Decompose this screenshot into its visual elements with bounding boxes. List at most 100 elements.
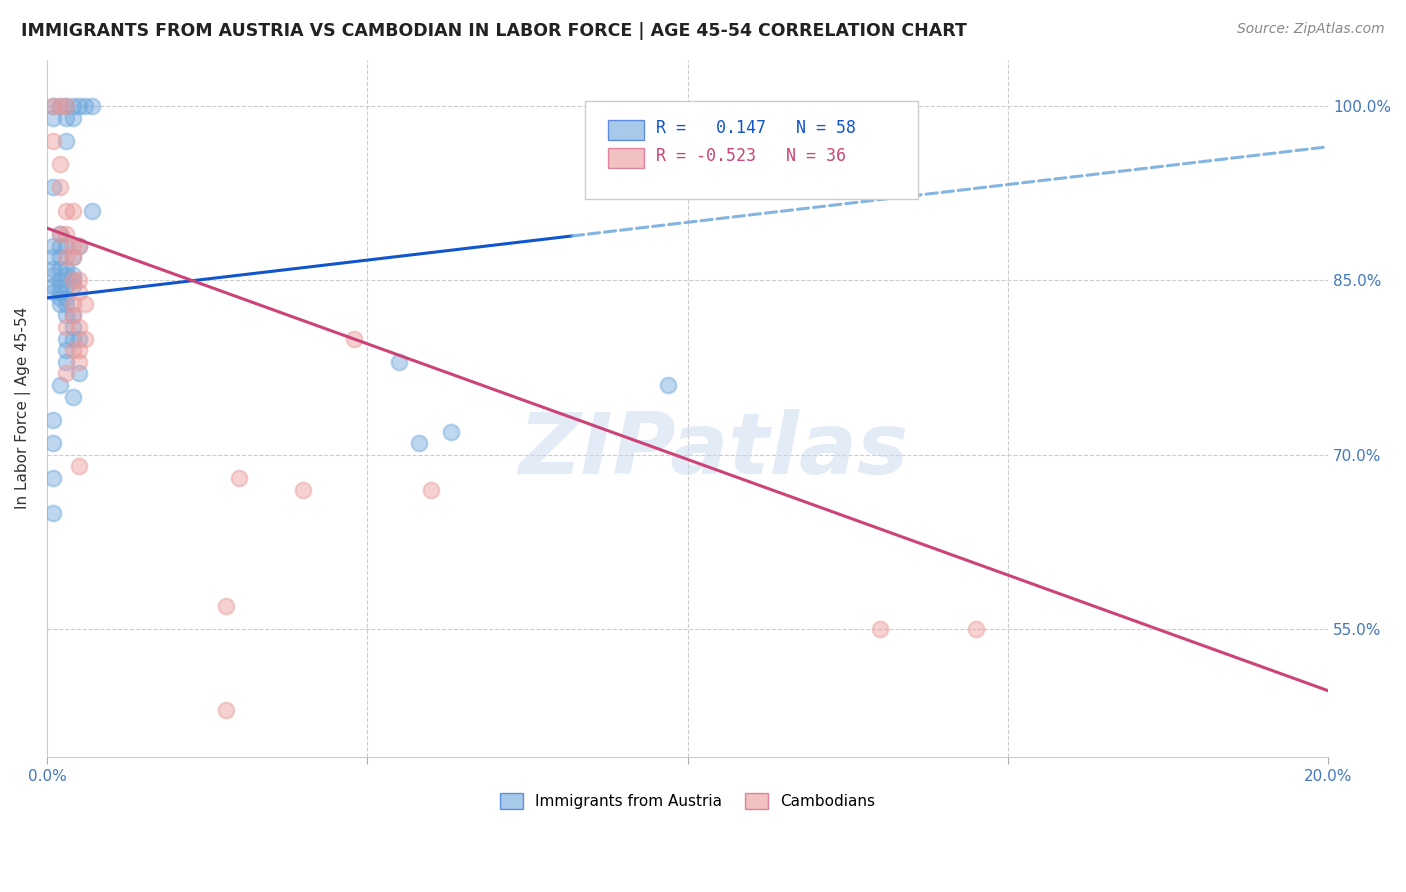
Point: [55, 99, 77, 113]
Point: [49, 99, 72, 113]
Point: [55, 296, 77, 310]
FancyBboxPatch shape: [609, 148, 644, 168]
Point: [62, 308, 84, 322]
Point: [42, 134, 65, 148]
FancyBboxPatch shape: [585, 102, 918, 199]
Point: [42, 279, 65, 293]
Point: [67, 343, 90, 358]
Point: [62, 319, 84, 334]
Point: [67, 355, 90, 369]
Point: [42, 285, 65, 299]
Point: [62, 273, 84, 287]
Point: [408, 436, 430, 450]
Point: [228, 471, 250, 485]
Point: [67, 238, 90, 252]
Text: Source: ZipAtlas.com: Source: ZipAtlas.com: [1237, 22, 1385, 37]
Point: [55, 308, 77, 322]
Point: [62, 238, 84, 252]
Point: [869, 622, 891, 636]
Point: [49, 180, 72, 194]
Point: [62, 111, 84, 125]
Point: [439, 425, 461, 439]
Point: [215, 703, 238, 717]
FancyBboxPatch shape: [609, 120, 644, 140]
Point: [42, 413, 65, 427]
Point: [75, 99, 97, 113]
Point: [55, 319, 77, 334]
Point: [55, 250, 77, 264]
Point: [67, 273, 90, 287]
Point: [55, 268, 77, 282]
Point: [55, 99, 77, 113]
Point: [62, 250, 84, 264]
Point: [62, 308, 84, 322]
Point: [62, 296, 84, 310]
Legend: Immigrants from Austria, Cambodians: Immigrants from Austria, Cambodians: [494, 788, 882, 815]
Point: [62, 279, 84, 293]
Point: [55, 203, 77, 218]
Point: [965, 622, 987, 636]
Point: [55, 332, 77, 346]
Point: [49, 99, 72, 113]
Point: [292, 483, 315, 497]
Point: [75, 332, 97, 346]
Text: ZIPatlas: ZIPatlas: [517, 409, 908, 491]
Point: [49, 227, 72, 241]
Point: [49, 291, 72, 305]
Point: [67, 459, 90, 474]
Point: [62, 99, 84, 113]
Point: [75, 296, 97, 310]
Point: [42, 261, 65, 276]
Point: [420, 483, 443, 497]
Point: [62, 390, 84, 404]
Point: [80, 99, 103, 113]
Point: [42, 99, 65, 113]
Point: [55, 343, 77, 358]
Point: [42, 180, 65, 194]
Text: IMMIGRANTS FROM AUSTRIA VS CAMBODIAN IN LABOR FORCE | AGE 45-54 CORRELATION CHAR: IMMIGRANTS FROM AUSTRIA VS CAMBODIAN IN …: [21, 22, 967, 40]
Point: [55, 238, 77, 252]
Point: [62, 250, 84, 264]
Point: [62, 268, 84, 282]
Point: [49, 157, 72, 171]
Point: [42, 99, 65, 113]
Point: [55, 355, 77, 369]
Point: [343, 332, 366, 346]
Point: [55, 261, 77, 276]
Point: [42, 506, 65, 520]
Point: [80, 203, 103, 218]
Point: [42, 238, 65, 252]
Point: [55, 227, 77, 241]
Point: [657, 378, 679, 392]
Point: [49, 378, 72, 392]
Point: [49, 261, 72, 276]
Point: [215, 599, 238, 613]
Point: [49, 279, 72, 293]
Point: [62, 273, 84, 287]
Point: [55, 367, 77, 381]
Point: [67, 238, 90, 252]
Text: R =   0.147   N = 58: R = 0.147 N = 58: [655, 119, 855, 137]
Point: [62, 332, 84, 346]
Point: [55, 279, 77, 293]
Point: [42, 250, 65, 264]
Point: [49, 227, 72, 241]
Point: [67, 319, 90, 334]
Point: [55, 111, 77, 125]
Point: [67, 367, 90, 381]
Point: [67, 99, 90, 113]
Point: [49, 238, 72, 252]
Y-axis label: In Labor Force | Age 45-54: In Labor Force | Age 45-54: [15, 307, 31, 509]
Point: [388, 355, 411, 369]
Point: [67, 332, 90, 346]
Point: [49, 285, 72, 299]
Point: [49, 296, 72, 310]
Point: [49, 273, 72, 287]
Point: [49, 250, 72, 264]
Point: [67, 285, 90, 299]
Text: R = -0.523   N = 36: R = -0.523 N = 36: [655, 147, 845, 165]
Point: [42, 268, 65, 282]
Point: [42, 111, 65, 125]
Point: [62, 203, 84, 218]
Point: [62, 343, 84, 358]
